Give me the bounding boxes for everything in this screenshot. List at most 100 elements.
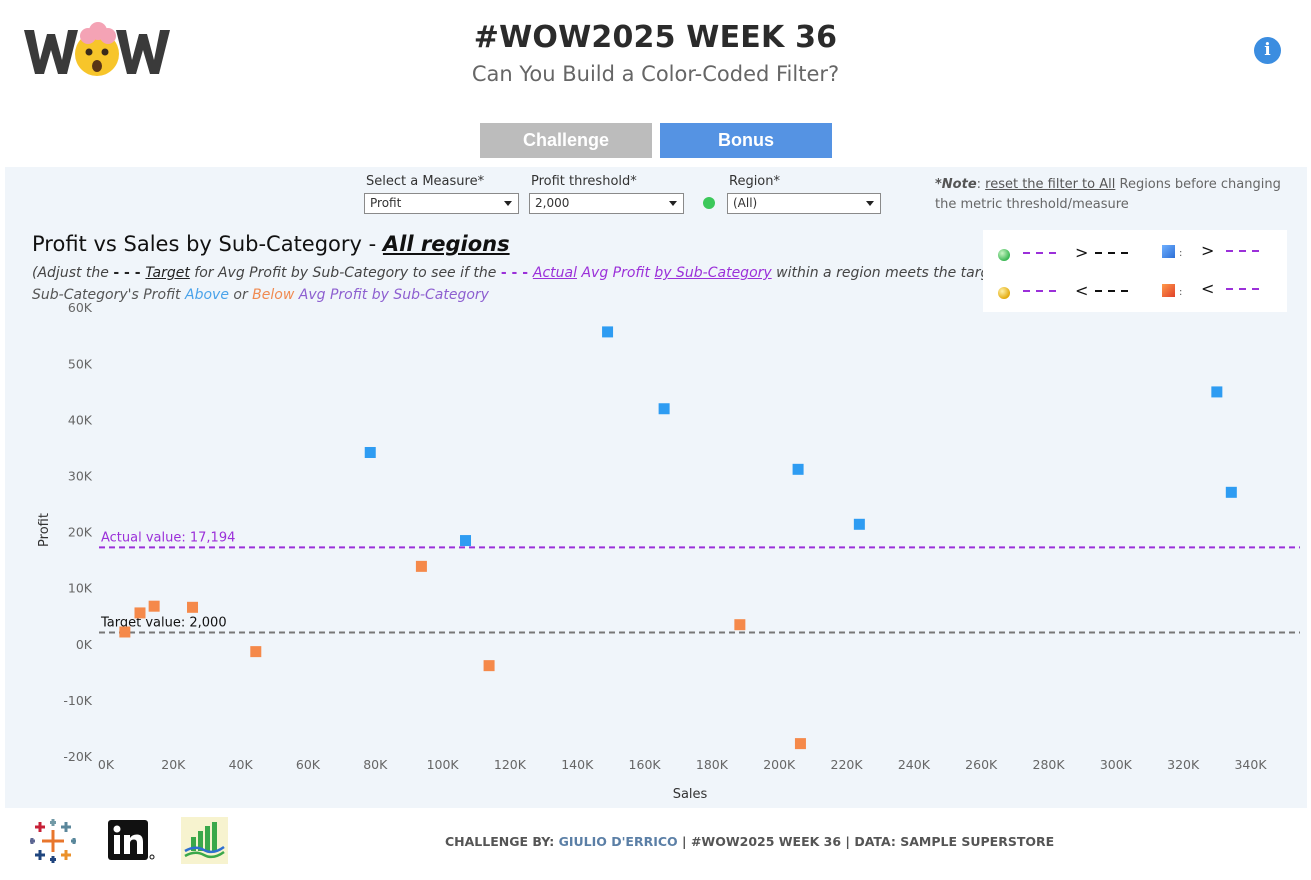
- note-suffix: Regions before changing the metric thres…: [935, 177, 1281, 212]
- info-icon[interactable]: i: [1254, 37, 1281, 64]
- y-tick-label: 50K: [68, 356, 93, 371]
- chart-logo-icon[interactable]: [181, 817, 228, 869]
- status-dot-icon: [703, 197, 715, 209]
- credit-suffix: | #WOW2025 WEEK 36 | DATA: SAMPLE SUPERS…: [677, 834, 1055, 849]
- wow-logo: [22, 22, 172, 80]
- chart-title: Profit vs Sales by Sub-Category - All re…: [32, 232, 510, 256]
- x-axis: 0K 20K 40K 60K 80K 100K 120K 140K 160K 180K 200K 22…: [98, 757, 1267, 772]
- scatter-point[interactable]: [602, 326, 614, 338]
- scatter-point[interactable]: [658, 403, 670, 415]
- region-select[interactable]: (All): [727, 193, 881, 214]
- x-tick-label: 280K: [1033, 757, 1066, 772]
- chevron-down-icon: [669, 201, 677, 206]
- note-prefix: *Note: [935, 177, 977, 192]
- legend-colon: :: [1179, 287, 1182, 298]
- x-tick-label: 80K: [363, 757, 388, 772]
- chart-instructions: (Adjust the - - - Target for Avg Profit …: [32, 265, 1009, 281]
- legend-blue-square-icon: [1162, 245, 1175, 258]
- scatter-point[interactable]: [792, 463, 804, 475]
- legend-green-icon: [998, 249, 1010, 261]
- wow-logo-icon: [24, 22, 170, 76]
- scatter-point[interactable]: [1225, 486, 1237, 498]
- scatter-point[interactable]: [250, 646, 262, 658]
- scatter-point[interactable]: [187, 601, 199, 613]
- y-tick-label: -20K: [63, 749, 92, 764]
- x-tick-label: 240K: [898, 757, 931, 772]
- note-colon: :: [976, 177, 986, 192]
- x-tick-label: 140K: [561, 757, 594, 772]
- y-tick-label: 60K: [68, 300, 93, 315]
- x-tick-label: 300K: [1100, 757, 1133, 772]
- legend-lt: <: [1201, 279, 1214, 298]
- y-tick-label: 20K: [68, 525, 93, 540]
- threshold-label: Profit threshold*: [531, 174, 637, 189]
- scatter-point[interactable]: [794, 738, 806, 750]
- reference-lines: Actual value: 17,194 Target value: 2,000: [99, 530, 1300, 634]
- scatter-point[interactable]: [483, 660, 495, 672]
- x-tick-label: 200K: [763, 757, 796, 772]
- scatter-point[interactable]: [134, 607, 146, 619]
- measure-label: Select a Measure*: [366, 174, 485, 189]
- instr-by: by Sub-Category: [654, 265, 772, 281]
- data-points: [119, 326, 1237, 750]
- legend-gt: >: [1075, 243, 1088, 262]
- scatter-point[interactable]: [415, 560, 427, 572]
- reference-line-label: Target value: 2,000: [100, 616, 227, 631]
- scatter-point[interactable]: [364, 446, 376, 458]
- instr2-below: Below: [252, 287, 295, 303]
- chart-title-region: All regions: [382, 232, 510, 256]
- scatter-point[interactable]: [119, 626, 131, 638]
- instr2-above: Above: [185, 287, 229, 303]
- legend-lt: <: [1075, 281, 1088, 300]
- target-dash: - - -: [113, 265, 146, 281]
- chevron-down-icon: [866, 201, 874, 206]
- x-tick-label: 220K: [831, 757, 864, 772]
- y-axis-label: Profit: [37, 513, 52, 547]
- x-tick-label: 340K: [1234, 757, 1267, 772]
- instr-text: Avg Profit: [577, 265, 655, 281]
- reference-line-label: Actual value: 17,194: [101, 530, 235, 545]
- threshold-select[interactable]: 2,000: [529, 193, 684, 214]
- x-tick-label: 40K: [229, 757, 254, 772]
- x-tick-label: 320K: [1167, 757, 1200, 772]
- page-subtitle: Can You Build a Color-Coded Filter?: [471, 62, 840, 86]
- measure-select[interactable]: Profit: [364, 193, 519, 214]
- legend-yellow-icon: [998, 287, 1010, 299]
- chevron-down-icon: [504, 201, 512, 206]
- legend-orange-square-icon: [1162, 284, 1175, 297]
- scatter-point[interactable]: [460, 535, 472, 547]
- instr-target: Target: [145, 265, 190, 281]
- instr-actual: Actual: [532, 265, 577, 281]
- x-tick-label: 20K: [161, 757, 186, 772]
- x-tick-label: 100K: [427, 757, 460, 772]
- dashboard-panel: Select a Measure* Profit Profit threshol…: [5, 167, 1307, 808]
- tab-challenge[interactable]: Challenge: [480, 123, 652, 158]
- legend-gt: >: [1201, 241, 1214, 260]
- scatter-point[interactable]: [853, 518, 865, 530]
- x-tick-label: 120K: [494, 757, 527, 772]
- instr2-text: or: [228, 287, 253, 303]
- instr2-text: Sub-Category's Profit: [32, 287, 185, 303]
- instr2-text: Avg Profit by Sub-Category: [294, 287, 489, 303]
- credit-prefix: CHALLENGE BY:: [445, 834, 559, 849]
- linkedin-icon[interactable]: [108, 820, 156, 867]
- tab-bonus[interactable]: Bonus: [660, 123, 832, 158]
- page-title: #WOW2025 WEEK 36: [473, 20, 838, 55]
- y-tick-label: 0K: [76, 637, 93, 652]
- tableau-icon[interactable]: [30, 819, 76, 868]
- scatter-point[interactable]: [734, 619, 746, 631]
- instr-text: (Adjust the: [32, 265, 114, 281]
- filter-note: *Note: reset the filter to All Regions b…: [935, 175, 1303, 215]
- scatter-point[interactable]: [1211, 386, 1223, 398]
- region-label: Region*: [729, 174, 781, 189]
- region-value: (All): [733, 196, 758, 210]
- x-tick-label: 160K: [629, 757, 662, 772]
- x-tick-label: 0K: [98, 757, 115, 772]
- credit-author[interactable]: GIULIO D'ERRICO: [558, 834, 678, 849]
- scatter-point[interactable]: [148, 600, 160, 612]
- note-reset-link[interactable]: reset the filter to All: [985, 177, 1116, 192]
- x-tick-label: 260K: [965, 757, 998, 772]
- chart-color-legend-text: Sub-Category's Profit Above or Below Avg…: [32, 287, 489, 303]
- instr-text: within a region meets the target): [771, 265, 1009, 281]
